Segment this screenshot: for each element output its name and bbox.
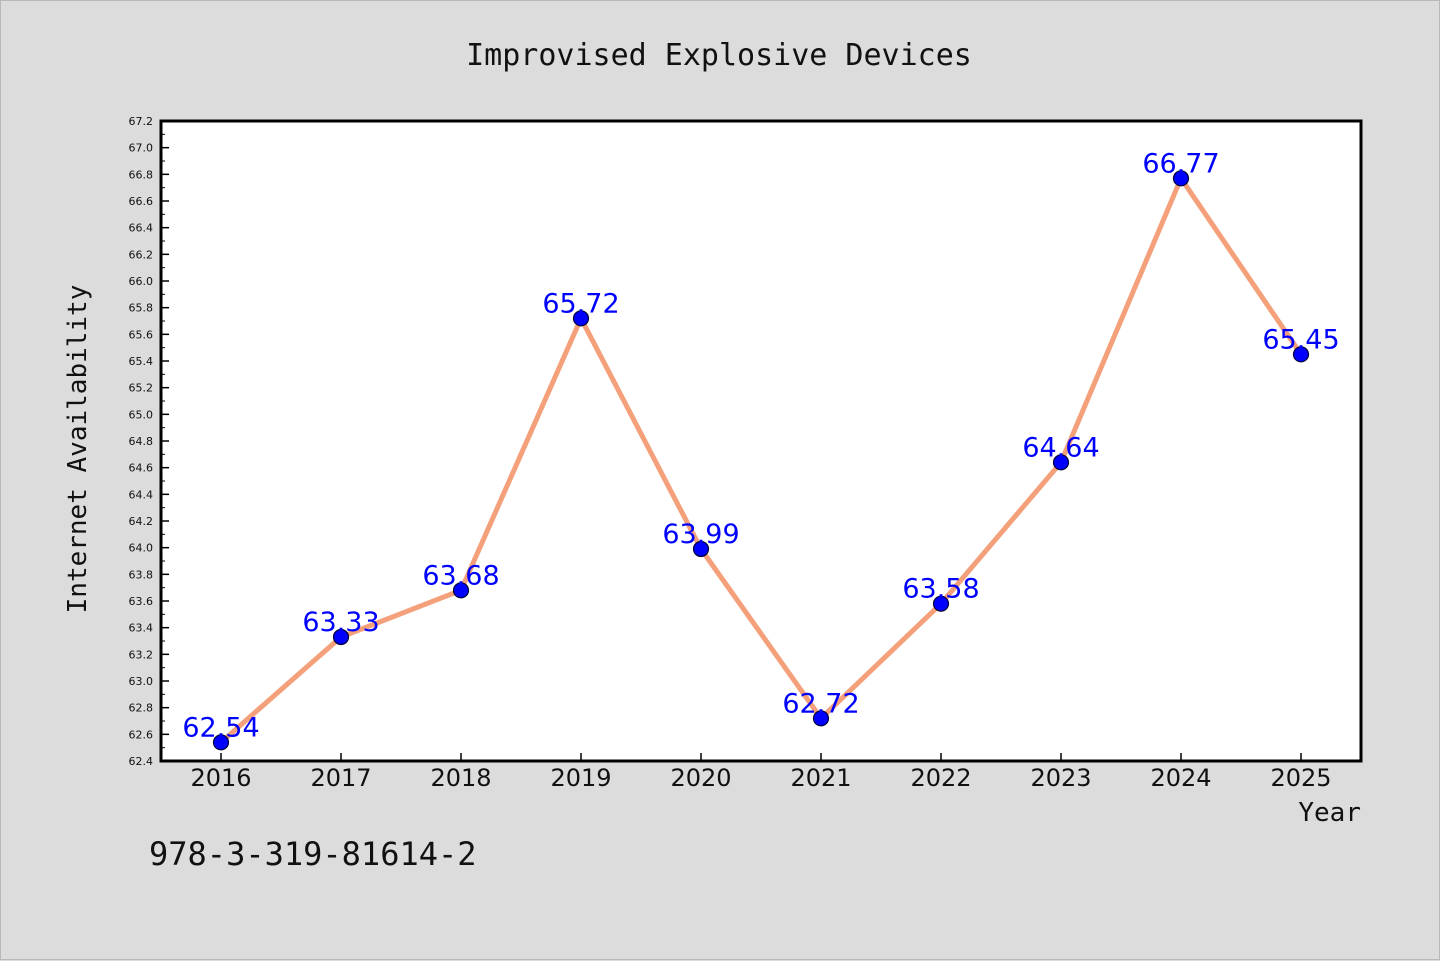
y-tick-label: 65.4 (129, 355, 154, 368)
data-point-marker (812, 710, 830, 727)
data-point-marker (212, 734, 230, 751)
data-point-marker (932, 595, 950, 612)
data-point-marker (692, 540, 710, 558)
data-point-marker (572, 310, 590, 327)
y-axis-label: Internet Availability (63, 285, 93, 614)
x-tick-label: 2019 (550, 764, 611, 792)
y-tick-label: 64.4 (129, 488, 154, 501)
plot-area (159, 119, 1363, 763)
y-tick-label: 66.8 (129, 168, 154, 181)
x-tick-label: 2021 (790, 764, 851, 792)
data-point-marker (1052, 454, 1070, 471)
x-tick-label: 2016 (190, 764, 251, 792)
y-tick-label: 62.8 (129, 702, 154, 715)
y-tick-label: 66.4 (129, 222, 154, 235)
y-tick-label: 65.6 (129, 328, 154, 341)
footer-code: 978-3-319-81614-2 (149, 835, 477, 873)
x-axis-label: Year (1298, 798, 1361, 828)
series-markers (212, 170, 1310, 751)
y-tick-label: 64.6 (129, 462, 154, 475)
x-tick-label: 2022 (910, 764, 971, 792)
y-tick-label: 63.0 (129, 675, 154, 688)
data-point-marker (332, 628, 350, 646)
y-tick-label: 67.0 (129, 142, 154, 155)
y-tick-label: 64.0 (129, 542, 154, 555)
y-tick-label: 64.8 (129, 435, 154, 448)
y-tick-label: 62.6 (129, 728, 154, 741)
data-point-label: 65.45 (1262, 324, 1339, 355)
y-tick-label: 66.6 (129, 195, 154, 208)
y-tick-label: 63.6 (129, 595, 154, 608)
y-tick-label: 65.2 (129, 382, 154, 395)
x-tick-label: 2025 (1270, 764, 1331, 792)
data-point-label: 62.54 (182, 712, 259, 743)
y-tick-label: 63.4 (129, 622, 154, 635)
x-tick-label: 2024 (1150, 764, 1211, 792)
y-tick-label: 62.4 (129, 755, 154, 768)
x-tick-label: 2018 (430, 764, 491, 792)
data-point-label: 62.72 (782, 688, 859, 719)
data-point-label: 63.58 (902, 574, 979, 605)
y-tick-label: 65.0 (129, 408, 154, 421)
data-point-label: 64.64 (1022, 432, 1099, 463)
data-point-marker (1292, 346, 1310, 363)
y-tick-label: 64.2 (129, 515, 154, 528)
chart-title: Improvised Explosive Devices (466, 38, 972, 73)
y-tick-label: 66.0 (129, 275, 154, 288)
y-tick-label: 67.2 (129, 115, 154, 128)
x-tick-label: 2023 (1030, 764, 1091, 792)
data-point-label: 63.99 (662, 519, 739, 550)
data-point-label: 63.68 (422, 560, 499, 591)
x-tick-label: 2017 (310, 764, 371, 792)
data-point-label: 66.77 (1142, 148, 1219, 179)
data-point-label: 65.72 (542, 288, 619, 319)
data-point-marker (452, 582, 470, 599)
y-tick-label: 63.2 (129, 648, 154, 661)
x-tick-label: 2020 (670, 764, 731, 792)
y-tick-label: 66.2 (129, 248, 154, 261)
data-labels: 62.54 63.33 63.68 65.72 63.99 62.72 63.58 64.64… (182, 148, 1339, 743)
x-axis: 2016 2017 2018 2019 2020 2021 2022 2023 2024 2025 (190, 753, 1332, 792)
y-tick-label: 65.8 (129, 302, 154, 315)
data-point-label: 63.33 (302, 607, 379, 638)
y-axis: 62.4 62.6 62.8 63.0 63.2 63.4 63.6 63.8 64.0 64.2… (129, 115, 169, 768)
data-point-marker (1172, 170, 1190, 187)
series-line (219, 175, 1304, 745)
y-tick-label: 63.8 (129, 568, 154, 581)
